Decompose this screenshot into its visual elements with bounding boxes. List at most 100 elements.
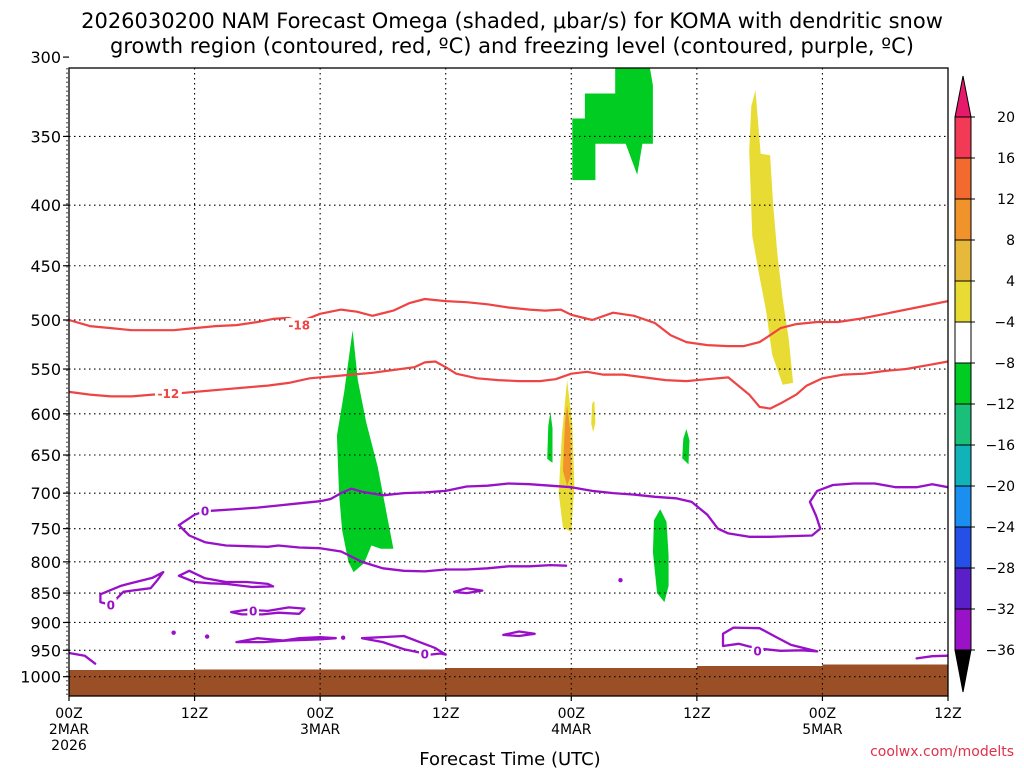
omega-area-orange-4mar-core (562, 405, 572, 486)
colorbar-swatch-5 (954, 321, 972, 364)
x-tick-label-0-1: 00Z (55, 706, 82, 722)
y-tick-label-950: 950 (30, 641, 61, 660)
purple-contour-label-9: 0 (753, 644, 761, 658)
colorbar-tick-label-9: −20 (985, 479, 1015, 495)
chart-title-line2: growth region (contoured, red, ºC) and f… (110, 34, 914, 58)
purple-contour-6 (235, 635, 337, 644)
red-contour-1 (69, 360, 948, 410)
colorbar-swatch-8 (954, 444, 972, 487)
colorbar-swatch-10 (954, 526, 972, 569)
red-contour-label-1: -12 (158, 387, 180, 401)
colorbar-swatch-1 (954, 157, 972, 200)
purple-contour-label-7: 0 (421, 648, 429, 662)
colorbar-tick-label-1: 16 (997, 151, 1015, 167)
purple-label-bg-9 (751, 643, 764, 658)
purple-contour-3 (177, 569, 275, 589)
y-tick-label-750: 750 (30, 520, 61, 539)
x-tick-label-12-1: 12Z (181, 706, 208, 722)
y-tick-label-300: 300 (30, 48, 61, 67)
x-tick-label-36-1: 12Z (432, 706, 459, 722)
purple-label-bg-0 (199, 504, 211, 519)
purple-dot-1 (204, 634, 210, 639)
y-tick-label-1000: 1000 (20, 668, 61, 687)
colorbar-tick-label-4: 4 (1006, 274, 1015, 290)
x-tick-label-24-1: 00Z (306, 706, 333, 722)
y-tick-label-900: 900 (30, 613, 61, 632)
colorbar-swatch-6 (954, 362, 972, 405)
red-contour-label-0: -18 (288, 319, 310, 333)
colorbar-tick-label-12: −32 (985, 602, 1015, 618)
purple-contour-label-5: 0 (249, 604, 257, 618)
colorbar-swatch-7 (954, 403, 972, 446)
purple-dot-2 (340, 635, 346, 640)
credit-link[interactable]: coolwx.com/modelts (870, 744, 1014, 760)
omega-area-yellow-small (591, 400, 596, 433)
x-tick-label-84-1: 12Z (934, 706, 961, 722)
colorbar-tick-label-10: −24 (985, 520, 1015, 536)
purple-contour-1 (177, 524, 568, 573)
y-tick-label-650: 650 (30, 446, 61, 465)
omega-area-green-3mar (336, 330, 394, 573)
plot-area: -18 -12 0 0 0 0 0 (69, 68, 948, 696)
colorbar-tick-label-5: −4 (994, 315, 1015, 331)
colorbar-swatch-12 (954, 608, 972, 651)
x-tick-label-0-2: 2MAR (49, 722, 90, 738)
x-tick-label-48-2: 4MAR (551, 722, 592, 738)
y-tick-label-400: 400 (30, 196, 61, 215)
colorbar-tick-label-13: −36 (985, 643, 1015, 659)
colorbar-bottom-arrow (954, 649, 972, 693)
purple-dot-3 (618, 577, 623, 583)
x-tick-label-72-2: 5MAR (802, 722, 843, 738)
colorbar-tick-label-3: 8 (1006, 233, 1015, 249)
y-tick-label-850: 850 (30, 584, 61, 603)
colorbar-swatch-4 (954, 280, 972, 323)
surface-terrain (69, 664, 948, 696)
y-tick-label-500: 500 (30, 311, 61, 330)
purple-contour-label-0: 0 (201, 505, 209, 519)
colorbar-swatch-11 (954, 567, 972, 610)
x-tick-label-60-1: 12Z (683, 706, 710, 722)
purple-label-bg-7 (418, 647, 431, 662)
y-tick-label-800: 800 (30, 553, 61, 572)
x-tick-label-0-3: 2026 (51, 738, 87, 754)
colorbar-swatch-2 (954, 198, 972, 241)
colorbar-tick-label-2: 12 (997, 192, 1015, 208)
purple-contour-5 (230, 606, 306, 616)
colorbar-swatch-9 (954, 485, 972, 528)
purple-contour-9 (721, 626, 819, 653)
purple-contour-8 (502, 630, 536, 638)
red-label-bg-0 (285, 318, 313, 333)
omega-area-green-small-a (547, 412, 553, 463)
plot-clip-group: -18 -12 0 0 0 0 0 (69, 68, 948, 696)
purple-label-bg-2 (105, 598, 117, 613)
purple-contour-7 (360, 634, 447, 656)
omega-area-green-upper (572, 68, 653, 181)
colorbar-tick-label-11: −28 (985, 561, 1015, 577)
y-tick-label-350: 350 (30, 127, 61, 146)
purple-label-bg-5 (247, 603, 259, 618)
colorbar-tick-label-6: −8 (994, 356, 1015, 372)
x-tick-label-48-1: 00Z (558, 706, 585, 722)
purple-contour-10 (69, 651, 97, 665)
colorbar-tick-label-8: −16 (985, 438, 1015, 454)
axes: 2503003504004505005506006507007508008509… (20, 48, 961, 754)
plot-frame (68, 67, 949, 697)
x-axis-label: Forecast Time (UTC) (419, 749, 600, 768)
colorbar-tick-label-0: 20 (997, 110, 1015, 126)
purple-contour-label-2: 0 (107, 599, 115, 613)
purple-dot-0 (171, 630, 176, 635)
purple-contour-4 (452, 587, 484, 595)
colorbar-swatch-0 (954, 116, 972, 159)
colorbar-swatch-3 (954, 239, 972, 282)
y-tick-label-550: 550 (30, 360, 61, 379)
omega-area-yellow-5mar (749, 90, 794, 385)
omega-area-green-4mar (652, 509, 669, 603)
omega-area-green-small-b (682, 429, 690, 465)
purple-contour-11 (915, 654, 948, 660)
y-tick-label-700: 700 (30, 484, 61, 503)
red-contour-0 (69, 297, 948, 348)
x-tick-label-72-1: 00Z (809, 706, 836, 722)
purple-contour-0 (177, 482, 948, 538)
y-tick-label-450: 450 (30, 257, 61, 276)
colorbar-tick-label-7: −12 (985, 397, 1015, 413)
